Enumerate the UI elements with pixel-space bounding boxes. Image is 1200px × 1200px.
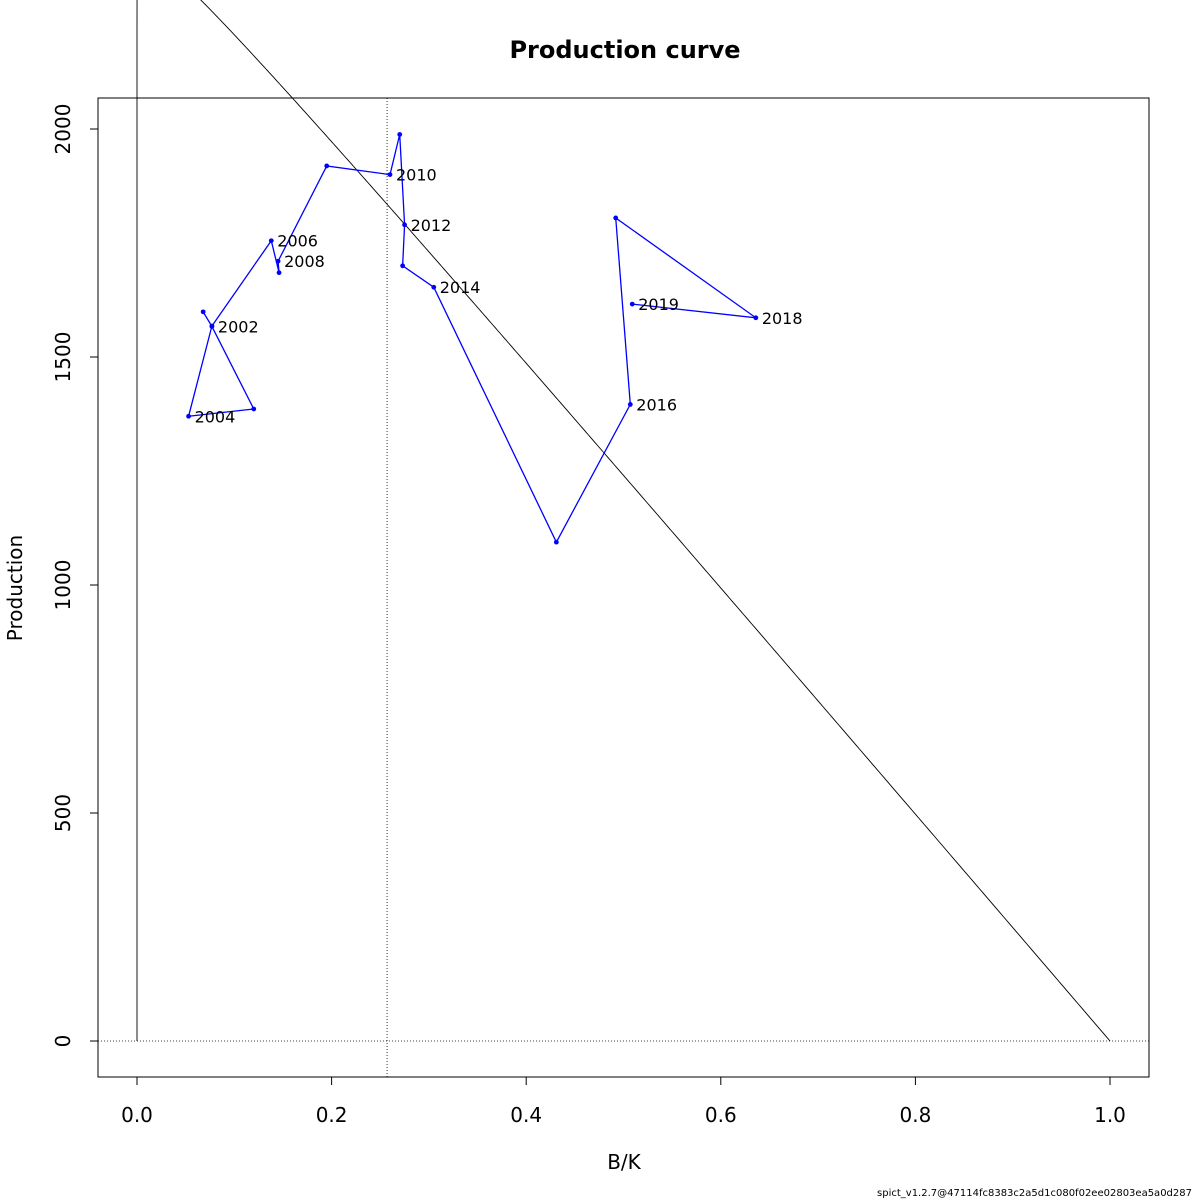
data-point-14	[553, 539, 559, 545]
data-point-12	[400, 263, 406, 269]
x-tick-label: 0.2	[316, 1103, 348, 1127]
y-tick-label: 2000	[51, 104, 75, 155]
data-point-4	[209, 323, 215, 329]
y-tick-label: 1500	[51, 332, 75, 383]
point-label: 2008	[284, 252, 325, 271]
x-axis-label: B/K	[607, 1150, 641, 1174]
data-point-13	[431, 284, 437, 290]
data-point-2	[251, 406, 257, 412]
y-tick-label: 500	[51, 794, 75, 832]
x-tick-label: 0.6	[705, 1103, 737, 1127]
chart-title: Production curve	[509, 36, 740, 64]
data-series	[186, 132, 759, 545]
x-tick-label: 0.8	[899, 1103, 931, 1127]
point-label: 2012	[411, 216, 452, 235]
plot-frame	[97, 97, 1150, 1078]
x-tick-label: 0.0	[121, 1103, 153, 1127]
y-axis: 0 500 1000 1500 2000	[51, 104, 99, 1048]
point-label: 2014	[440, 278, 481, 297]
footer-version: spict_v1.2.7@47114fc8383c2a5d1c080f02ee0…	[877, 1188, 1192, 1199]
data-point-5	[268, 238, 274, 244]
y-axis-label: Production	[3, 535, 27, 641]
point-label: 2016	[636, 395, 677, 414]
trajectory-line	[187, 134, 759, 544]
data-point-0	[200, 309, 206, 315]
data-point-3	[186, 413, 191, 419]
data-point-9	[387, 172, 393, 178]
point-label: 2004	[195, 407, 236, 426]
data-point-16	[613, 215, 619, 221]
data-point-17	[753, 315, 759, 321]
x-tick-label: 1.0	[1094, 1103, 1126, 1127]
x-tick-label: 0.4	[510, 1103, 542, 1127]
data-point-18	[629, 301, 635, 307]
production-curve	[136, 0, 1111, 1042]
production-curve-line	[136, 0, 1111, 1042]
data-point-11	[402, 222, 407, 228]
data-point-10	[397, 132, 403, 137]
y-tick-label: 0	[51, 1035, 75, 1048]
point-label: 2006	[277, 232, 318, 251]
reference-lines	[98, 98, 1149, 1077]
point-label: 2018	[762, 309, 803, 328]
data-point-6	[276, 270, 282, 276]
point-label: 2019	[638, 295, 679, 314]
data-point-15	[627, 402, 633, 407]
data-point-7	[275, 258, 281, 264]
x-axis: 0.0 0.2 0.4 0.6 0.8 1.0	[121, 1076, 1126, 1127]
y-tick-label: 1000	[51, 560, 75, 611]
data-point-8	[324, 163, 330, 169]
point-label: 2002	[218, 317, 259, 336]
point-label: 2010	[396, 166, 437, 185]
